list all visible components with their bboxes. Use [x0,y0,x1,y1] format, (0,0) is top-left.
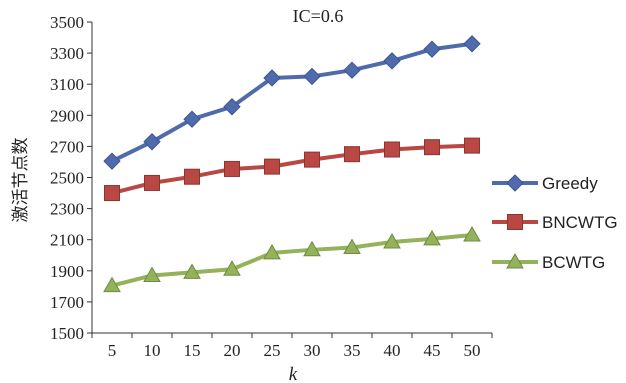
y-tick-label: 2300 [50,200,84,219]
y-tick-label: 3100 [50,75,84,94]
legend-marker-bncwtg [507,214,523,230]
legend-label-bncwtg: BNCWTG [542,213,618,232]
y-tick-label: 2100 [50,231,84,250]
data-point-bcwtg [303,240,321,257]
data-point-bcwtg [103,276,121,293]
data-point-bncwtg [344,146,360,163]
y-tick-label: 2700 [50,137,84,156]
data-point-bncwtg [104,185,120,202]
data-point-bcwtg [183,263,201,279]
data-point-greedy [383,52,401,70]
x-tick-label: 50 [464,341,481,360]
y-tick-label: 1700 [50,293,84,312]
y-tick-label: 2500 [50,169,84,188]
x-tick-label: 45 [424,341,441,360]
y-tick-label: 2900 [50,106,84,125]
data-point-greedy [223,98,241,116]
data-point-bcwtg [383,233,401,249]
data-point-greedy [423,40,441,58]
y-tick-label: 1900 [50,262,84,281]
data-point-bncwtg [184,168,200,185]
y-axis-label: 激活节点数 [11,138,31,223]
data-point-bcwtg [343,238,361,254]
axes: 1500 1700 1900 2100 2300 2500 2700 2900 3100 3300… [50,13,493,360]
legend: Greedy BNCWTG BCWTG [492,174,618,272]
x-tick-label: 10 [144,341,161,360]
data-point-greedy [343,61,361,79]
data-point-bncwtg [224,160,240,177]
legend-label-bcwtg: BCWTG [542,253,605,272]
data-point-bcwtg [263,243,281,260]
data-point-bncwtg [464,137,480,154]
series-layer [103,35,481,293]
chart-title: IC=0.6 [293,6,344,26]
data-point-bncwtg [264,158,280,175]
data-point-bcwtg [223,260,241,276]
x-axis-label: k [289,364,298,383]
data-point-bncwtg [304,151,320,168]
data-point-bncwtg [384,141,400,158]
data-point-greedy [103,152,121,170]
data-point-greedy [463,35,481,53]
data-point-greedy [183,110,201,128]
series-line-bcwtg [111,233,473,288]
series-bncwtg [104,137,480,202]
data-point-greedy [263,69,281,87]
series-bcwtg [103,226,481,293]
data-point-bncwtg [424,139,440,156]
data-point-bncwtg [144,174,160,191]
data-point-greedy [143,133,161,151]
legend-marker-greedy [506,174,524,192]
legend-label-greedy: Greedy [542,174,598,193]
series-line-greedy [111,41,473,163]
x-tick-label: 30 [304,341,321,360]
series-line-bncwtg [111,143,473,195]
x-tick-label: 25 [264,341,281,360]
legend-marker-bcwtg [506,252,524,269]
x-tick-label: 35 [344,341,361,360]
y-tick-label: 1500 [50,324,84,343]
data-point-bcwtg [143,266,161,282]
data-point-bcwtg [423,229,441,246]
x-tick-label: 5 [108,341,117,360]
x-tick-label: 40 [384,341,401,360]
series-greedy [103,35,481,170]
data-point-bcwtg [463,226,481,242]
x-tick-label: 20 [224,341,241,360]
y-tick-label: 3500 [50,13,84,32]
y-tick-label: 3300 [50,44,84,63]
data-point-greedy [303,67,321,86]
x-tick-label: 15 [184,341,201,360]
